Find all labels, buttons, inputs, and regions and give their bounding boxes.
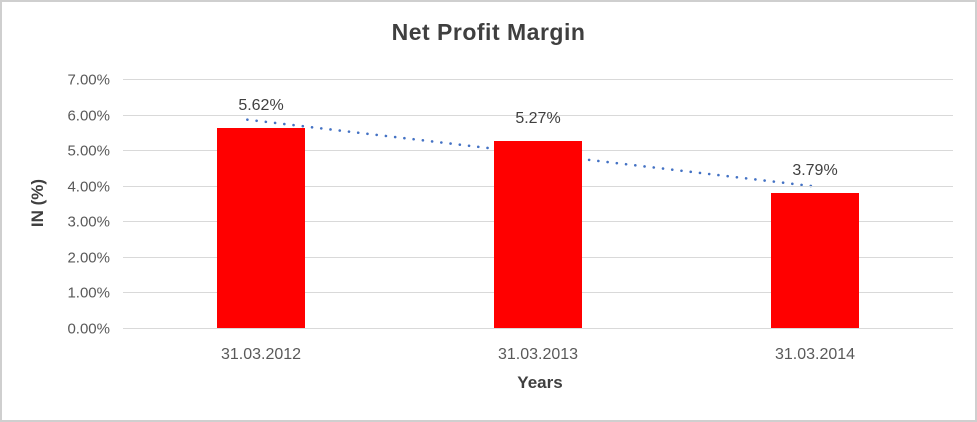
y-tick-label: 3.00%	[67, 213, 110, 231]
chart-title: Net Profit Margin	[391, 19, 586, 45]
y-tick-label: 4.00%	[67, 178, 110, 196]
y-tick-label: 6.00%	[67, 107, 110, 125]
bar-data-label: 3.79%	[792, 162, 838, 179]
gridline	[123, 115, 953, 116]
bar-data-label: 5.62%	[238, 97, 284, 114]
bar	[771, 193, 859, 328]
x-tick-label: 31.03.2014	[774, 346, 856, 363]
y-tick-label: 2.00%	[67, 249, 110, 267]
bar-data-label: 5.27%	[515, 110, 561, 127]
gridline	[123, 79, 953, 80]
bar	[494, 141, 582, 328]
bar	[217, 128, 305, 328]
y-tick-label: 0.00%	[67, 320, 110, 338]
y-tick-label: 7.00%	[67, 71, 110, 89]
x-axis-line	[123, 328, 953, 329]
y-tick-label: 5.00%	[67, 142, 110, 160]
x-tick-label: 31.03.2013	[497, 346, 579, 363]
x-tick-label: 31.03.2012	[220, 346, 302, 363]
y-tick-label: 1.00%	[67, 284, 110, 302]
x-axis-title: Years	[517, 373, 563, 392]
